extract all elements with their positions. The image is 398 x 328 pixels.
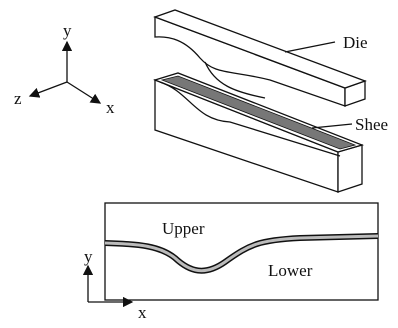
upper-die — [153, 9, 367, 107]
axis-label: y — [63, 21, 72, 40]
axes-3d: y z x — [14, 21, 115, 117]
section: Upper Lower y x — [82, 202, 379, 322]
axis-label: x — [106, 98, 115, 117]
label: Die — [343, 33, 368, 52]
axis-label: z — [14, 89, 22, 108]
label: Shee — [355, 115, 388, 134]
lower-die — [153, 72, 365, 193]
axis-label: x — [138, 303, 147, 322]
region-label: Lower — [268, 261, 313, 280]
region-label: Upper — [162, 219, 205, 238]
axis-label: y — [84, 247, 93, 266]
labels: Die Shee — [284, 33, 388, 134]
